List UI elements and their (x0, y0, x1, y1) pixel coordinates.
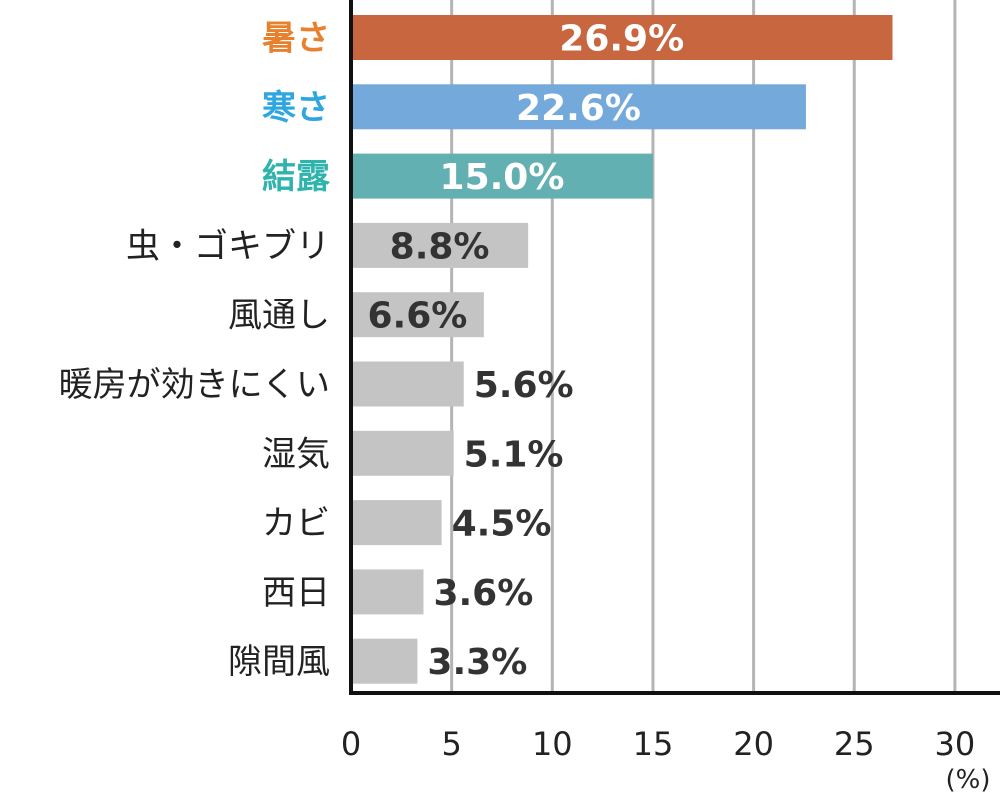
x-tick-label: 25 (834, 725, 875, 763)
axes (349, 0, 1000, 695)
category-label: 寒さ (262, 88, 330, 128)
bar (351, 222, 529, 268)
category-label: 風通し (228, 296, 330, 336)
x-tick-label: 30 (935, 725, 976, 763)
bar (351, 430, 454, 476)
bar (351, 15, 893, 60)
category-label: 隙間風 (228, 642, 330, 682)
bars (351, 15, 893, 684)
x-unit-label: (%) (946, 765, 991, 795)
value-label: 5.6% (474, 365, 574, 406)
x-tick-label: 20 (733, 725, 774, 763)
bar (351, 500, 442, 546)
value-label: 22.6% (516, 88, 641, 129)
category-label: 結露 (262, 157, 331, 197)
category-label: カビ (262, 504, 330, 544)
category-label: 湿気 (262, 434, 330, 474)
value-label: 3.3% (427, 642, 527, 683)
category-label: 虫・ゴキブリ (126, 226, 330, 266)
bar (351, 84, 806, 130)
bar (351, 569, 424, 615)
value-label: 4.5% (452, 504, 552, 545)
x-tick-label: 10 (532, 725, 573, 763)
category-label: 西日 (262, 573, 330, 613)
x-tick-label: 0 (341, 725, 361, 763)
x-tick-label: 5 (441, 725, 461, 763)
value-label: 3.6% (433, 573, 533, 614)
category-label: 暖房が効きにくい (59, 365, 330, 405)
bar (351, 638, 418, 684)
value-labels: 26.9% 22.6% 15.0% 8.8% 6.6%5.6% 5.1% 4.5% 3.6% 3… (368, 19, 685, 684)
value-label: 15.0% (440, 157, 565, 198)
x-tick-label: 15 (633, 725, 674, 763)
value-label: 8.8% (390, 226, 490, 267)
category-label: 暑さ (262, 19, 330, 59)
bar (351, 153, 653, 199)
bar (351, 361, 464, 407)
value-label: 6.6% (368, 296, 468, 337)
value-label: 26.9% (559, 19, 684, 60)
value-label: 5.1% (464, 434, 564, 475)
x-tick-labels: 0 5 10 15 20 25 30 (341, 725, 975, 763)
bar (351, 292, 484, 338)
